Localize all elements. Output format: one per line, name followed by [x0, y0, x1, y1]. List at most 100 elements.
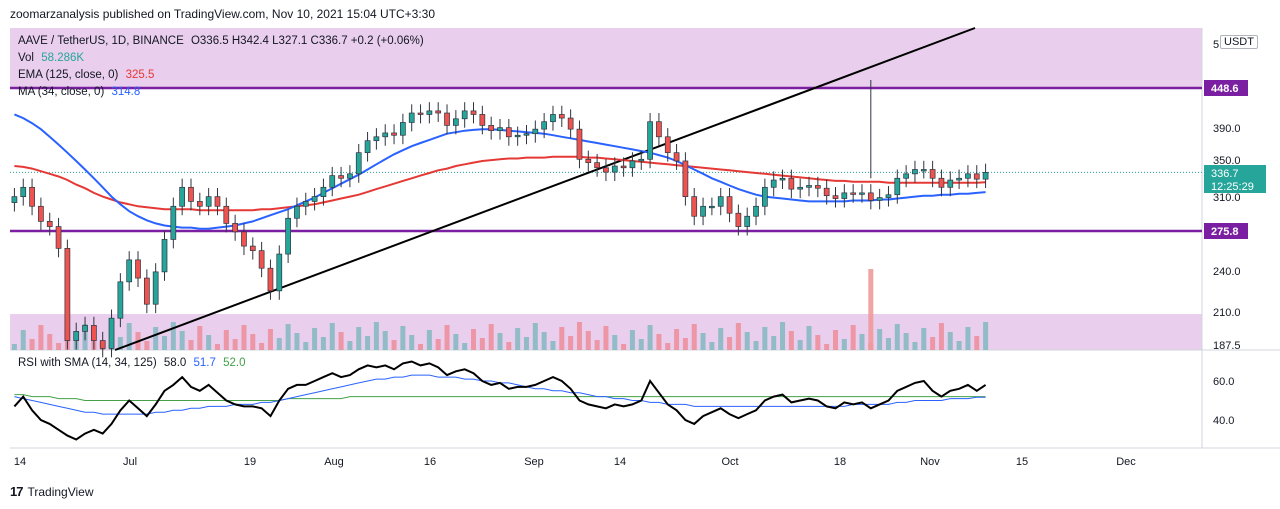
- volume-bar: [170, 322, 176, 350]
- candle-body: [585, 158, 592, 163]
- candle-body: [558, 114, 565, 119]
- volume-spike-bar: [868, 269, 874, 350]
- volume-bar: [947, 332, 953, 350]
- candle-body: [956, 177, 962, 181]
- candle-body: [876, 197, 883, 201]
- time-tick-label: 14: [614, 456, 626, 468]
- rsi-sma1-value: 51.7: [193, 357, 216, 369]
- candle-body: [965, 173, 971, 179]
- candle-body: [99, 340, 106, 349]
- candle-body: [497, 127, 503, 132]
- candle-body: [541, 121, 547, 130]
- candle-body: [550, 114, 556, 123]
- volume-bar: [29, 339, 35, 350]
- volume-bar: [603, 326, 609, 350]
- candle-body: [867, 192, 874, 201]
- ohlc-values: O336.5 H342.4 L327.1 C336.7 +0.2 (+0.06%…: [190, 35, 424, 47]
- time-tick-label: Nov: [920, 456, 940, 468]
- volume-bar: [806, 326, 812, 350]
- volume-bar: [532, 323, 538, 350]
- volume-bar: [894, 324, 900, 350]
- candle-body: [232, 223, 238, 233]
- candle-body: [320, 186, 327, 197]
- resistance-zone: [10, 28, 1202, 88]
- rsi-legend: RSI with SMA (14, 34, 125) 58.0 51.7 52.…: [18, 357, 245, 369]
- volume-bar: [223, 330, 229, 350]
- currency-badge[interactable]: USDT: [1220, 35, 1258, 49]
- time-tick-label: Sep: [524, 456, 544, 468]
- candle-body: [117, 281, 124, 319]
- candle-body: [126, 259, 133, 283]
- footer: 17 TradingView: [10, 484, 94, 499]
- rsi-sma2-value: 52.0: [223, 357, 246, 369]
- candle-body: [241, 231, 247, 247]
- candle-body: [188, 186, 194, 202]
- price-tick-label: 210.0: [1213, 307, 1241, 319]
- candle-body: [973, 173, 980, 180]
- volume-bar: [859, 334, 865, 350]
- candle-body: [108, 317, 115, 349]
- candle-body: [982, 171, 989, 180]
- candle-body: [161, 239, 168, 273]
- volume-label: Vol: [18, 52, 34, 64]
- price-tick-label: 350.0: [1213, 155, 1241, 167]
- brand-name[interactable]: TradingView: [27, 484, 94, 499]
- volume-bar: [647, 325, 653, 350]
- volume-bar: [285, 324, 291, 350]
- candle-body: [29, 186, 35, 207]
- candle-body: [64, 247, 71, 341]
- volume-bar: [214, 344, 220, 350]
- volume-bar: [824, 344, 830, 350]
- candle-body: [700, 205, 706, 217]
- candle-body: [611, 165, 618, 173]
- volume-bar: [656, 334, 662, 350]
- rsi-label: RSI with SMA (14, 34, 125): [18, 357, 157, 369]
- time-tick-label: Aug: [324, 456, 344, 468]
- ema-label: EMA (125, close, 0): [18, 69, 119, 81]
- candle-body: [806, 185, 812, 188]
- volume-bar: [762, 327, 768, 350]
- candle-body: [82, 325, 88, 332]
- candle-body: [373, 136, 380, 142]
- volume-bar: [488, 324, 494, 350]
- candle-body: [461, 110, 468, 120]
- candle-body: [576, 128, 583, 160]
- volume-bar: [20, 330, 26, 350]
- candle-body: [258, 250, 265, 269]
- candle-body: [11, 196, 18, 203]
- candle-body: [311, 196, 318, 202]
- volume-bar: [718, 328, 724, 350]
- candle-body: [656, 121, 662, 138]
- candle-body: [205, 196, 212, 207]
- volume-bar: [153, 327, 159, 350]
- volume-bar: [126, 323, 132, 350]
- volume-bar: [338, 332, 344, 350]
- candle-body: [532, 128, 539, 135]
- candle-body: [364, 140, 371, 154]
- last-price-label: 336.7: [1211, 168, 1239, 180]
- volume-bar: [462, 343, 468, 350]
- candle-body: [444, 112, 450, 126]
- candle-body: [276, 253, 283, 292]
- candle-body: [514, 134, 521, 138]
- volume-bar: [832, 330, 838, 350]
- tradingview-logo-icon[interactable]: 17: [10, 484, 24, 499]
- candle-body: [832, 195, 839, 199]
- volume-bar: [188, 340, 194, 350]
- volume-bar: [382, 331, 388, 350]
- rsi-tick-label: 40.0: [1213, 415, 1234, 427]
- ma-label: MA (34, close, 0): [18, 86, 105, 98]
- volume-bar: [797, 340, 803, 350]
- candle-body: [744, 215, 751, 227]
- candle-body: [594, 162, 600, 169]
- volume-bar: [612, 335, 618, 350]
- rsi-sma-34-line: [14, 374, 986, 415]
- candle-body: [435, 110, 442, 114]
- volume-bar: [179, 331, 185, 350]
- candle-body: [223, 205, 230, 224]
- price-tick-label: 390.0: [1213, 123, 1241, 135]
- last-price-tag: [1204, 165, 1266, 193]
- volume-bar: [56, 343, 62, 350]
- volume-bar: [347, 341, 353, 350]
